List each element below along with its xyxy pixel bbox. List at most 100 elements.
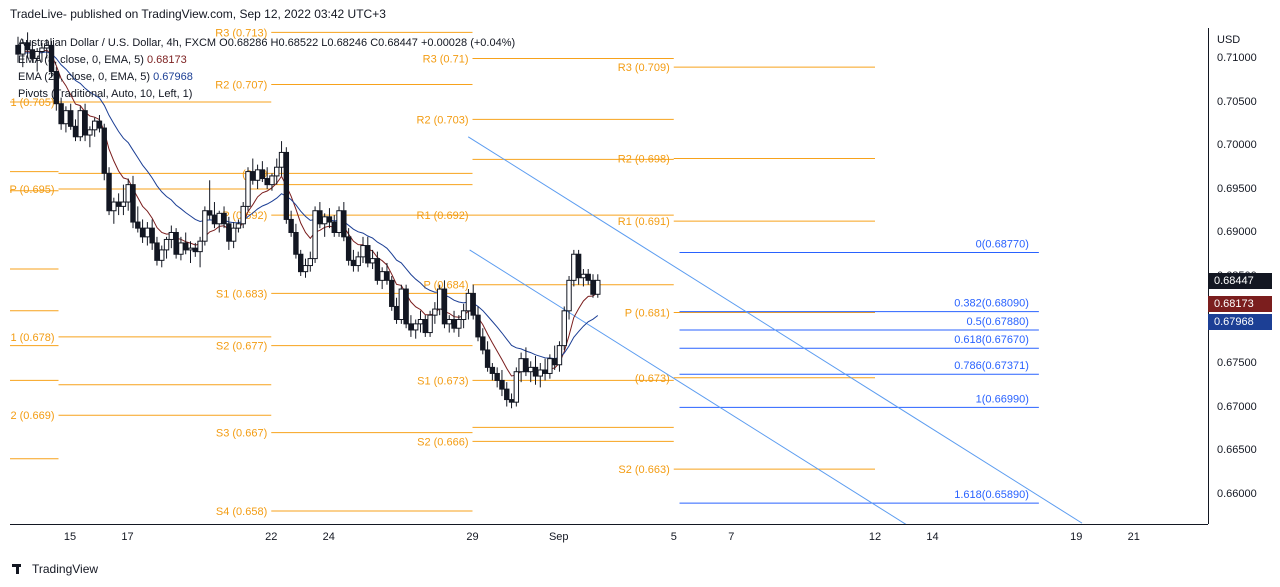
candle-body: [302, 265, 309, 273]
candle: [379, 267, 385, 290]
candle-body: [336, 210, 342, 233]
candle: [68, 103, 74, 130]
x-tick-label: 15: [63, 531, 77, 543]
candle: [298, 249, 304, 276]
candle: [341, 202, 347, 242]
candle-body: [537, 369, 543, 377]
candle: [355, 251, 361, 272]
fib-label: 1.618(0.65890): [954, 489, 1029, 501]
fib-label: 0.786(0.67371): [954, 360, 1029, 372]
x-tick-label: 29: [466, 531, 479, 543]
pivot-label: (0.673): [635, 373, 670, 385]
candle-body: [374, 258, 381, 281]
candle: [365, 236, 371, 268]
candle-body: [575, 253, 582, 279]
candle: [250, 158, 256, 185]
candle: [144, 222, 151, 246]
candle-body: [441, 288, 448, 325]
candle-body: [504, 388, 510, 401]
candle: [389, 276, 395, 311]
candle: [245, 167, 251, 211]
y-tick-label: 0.67000: [1217, 400, 1257, 413]
candle: [528, 361, 534, 383]
candle: [585, 269, 591, 285]
ema8-value: 0.68173: [147, 54, 187, 66]
candle-body: [235, 223, 242, 229]
candle-body: [427, 314, 433, 334]
candle: [269, 173, 275, 191]
candle: [135, 206, 141, 233]
candle: [465, 289, 472, 320]
candle-body: [278, 151, 285, 168]
candle: [206, 180, 213, 220]
candle: [398, 284, 405, 324]
candle: [278, 141, 285, 176]
candle: [82, 103, 88, 142]
candle: [183, 232, 189, 255]
candle: [302, 258, 309, 278]
candle: [561, 306, 567, 350]
candle: [518, 352, 524, 383]
candle: [87, 126, 93, 148]
candle-body: [398, 288, 405, 321]
candle-body: [115, 201, 122, 207]
candle-body: [245, 171, 251, 207]
candle: [480, 328, 486, 355]
fib-label: 1(0.66990): [976, 393, 1029, 405]
candle: [115, 193, 122, 216]
candle-body: [101, 127, 107, 174]
y-tick-label: 0.66500: [1217, 444, 1257, 457]
candle: [499, 369, 505, 397]
candle: [384, 262, 390, 285]
fib-label: 0.5(0.67880): [966, 316, 1028, 328]
candle: [456, 315, 462, 337]
candle-body: [365, 245, 371, 264]
candle-body: [446, 319, 452, 325]
candle: [168, 225, 175, 249]
candle: [446, 315, 452, 333]
candle: [571, 249, 577, 287]
candle-body: [216, 212, 222, 225]
candle-body: [168, 231, 175, 240]
candle: [274, 158, 280, 185]
candle: [441, 280, 448, 329]
candle: [336, 206, 342, 237]
candle-body: [556, 345, 563, 366]
candle: [427, 310, 433, 337]
ema20-line: [17, 51, 599, 360]
candle-body: [460, 310, 467, 321]
candle-body: [288, 218, 294, 233]
candle: [101, 123, 107, 181]
channel-upper-line: [467, 136, 1083, 524]
y-tick-label: 0.66000: [1217, 487, 1257, 500]
candle-body: [154, 242, 160, 261]
candle: [202, 206, 208, 246]
chart-plot-area[interactable]: P (0.705)1 (0.697)2 (0.681)3 (0.673)4 (0…: [10, 28, 1208, 524]
pivot-label: P (0.684): [423, 280, 468, 292]
candle: [321, 213, 328, 237]
candle: [547, 354, 553, 379]
x-tick-label: 19: [1070, 531, 1083, 543]
candle-body: [369, 258, 376, 264]
chart-legend: Australian Dollar / U.S. Dollar, 4h, FXC…: [18, 35, 515, 103]
price-tag: 0.67968: [1208, 314, 1272, 331]
candle-body: [532, 366, 539, 377]
candle-body: [178, 242, 184, 255]
time-axis[interactable]: 15 17 22 24 29 Sep 5 7 12 14 19 21: [10, 524, 1208, 551]
candle-body: [183, 242, 189, 251]
pivot-label: S2 (0.663): [618, 464, 669, 476]
chart-canvas[interactable]: P (0.705)1 (0.697)2 (0.681)3 (0.673)4 (0…: [10, 28, 1208, 524]
tradingview-brand[interactable]: TradingView: [12, 562, 98, 576]
candle-body: [254, 169, 261, 181]
candle-body: [34, 50, 40, 59]
candle: [39, 42, 45, 62]
candle-body: [72, 125, 79, 138]
candle: [163, 236, 170, 259]
candle-body: [389, 279, 395, 307]
candle-body: [163, 238, 170, 251]
candle-body: [48, 44, 55, 73]
candle: [120, 184, 127, 216]
candle-body: [230, 227, 237, 242]
candle-body: [135, 221, 141, 229]
candle-body: [139, 227, 146, 238]
